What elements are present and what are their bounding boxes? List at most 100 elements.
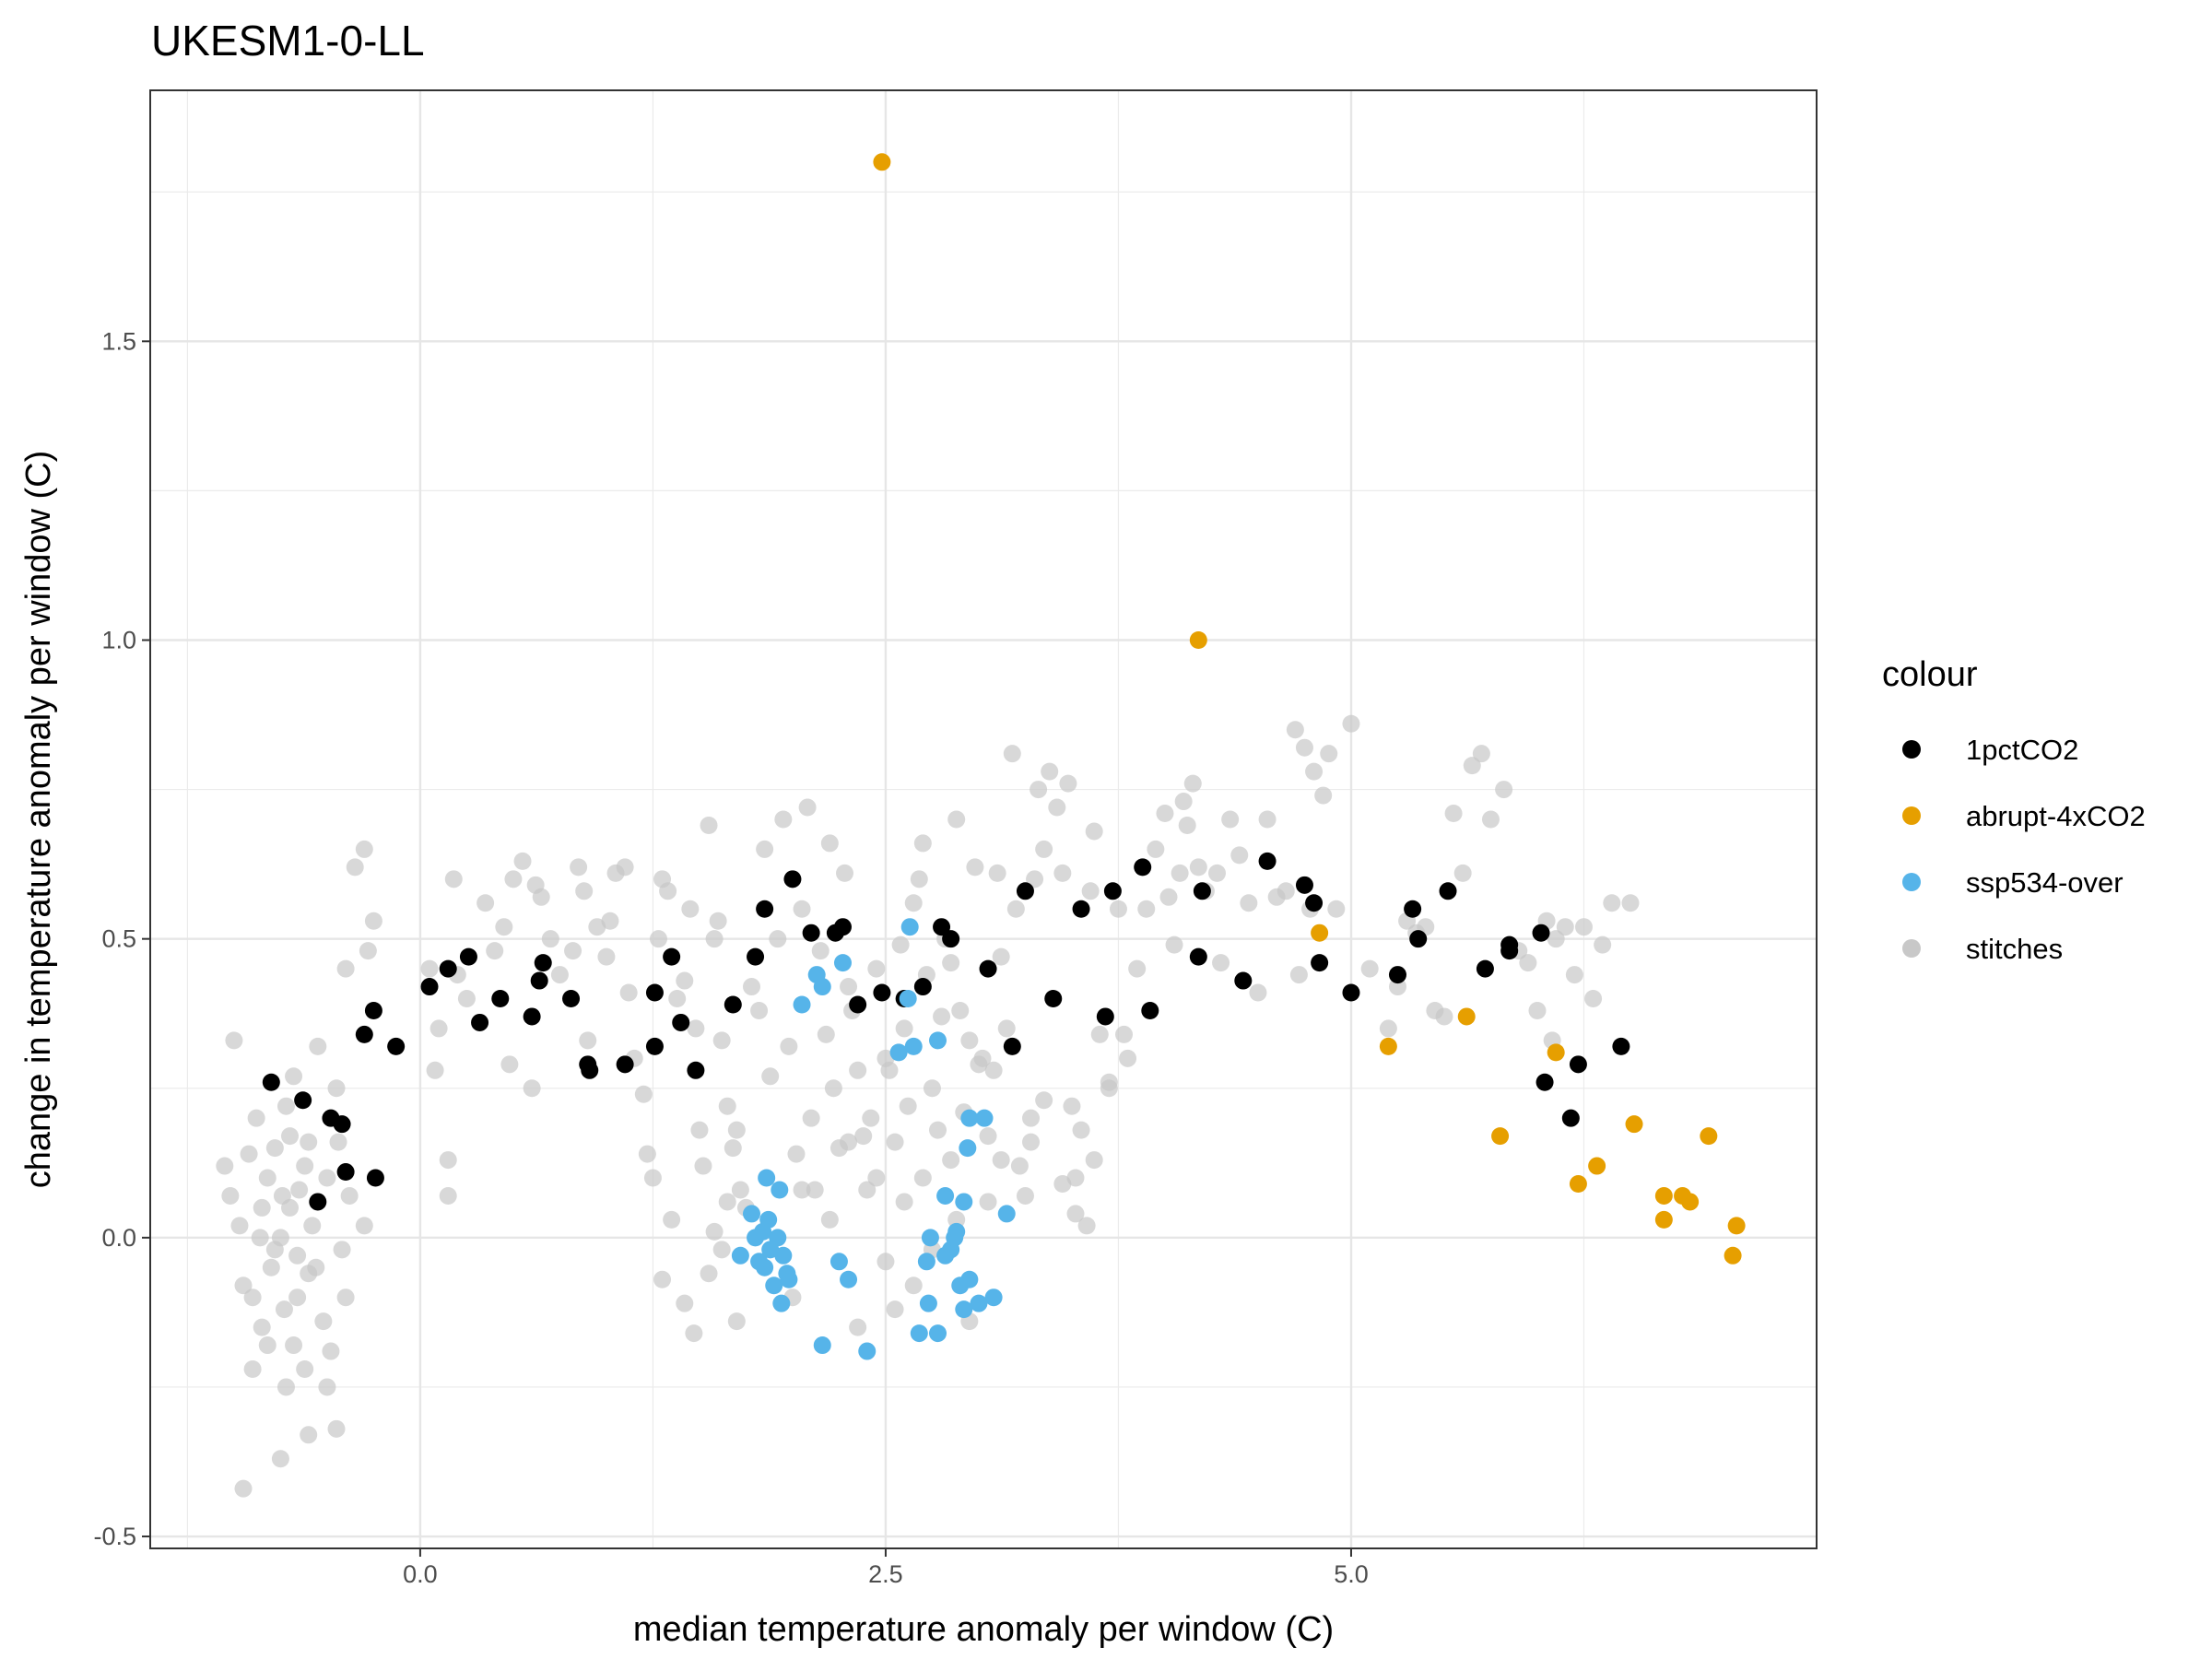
axis-ticks: 0.0 2.5 5.0 -0.5 0.0 0.5 1.0 1.5 [93, 327, 1368, 1588]
point-stitches [727, 1312, 746, 1331]
point-ssp534-over [769, 1229, 787, 1247]
point-stitches [750, 1001, 769, 1019]
point-stitches [709, 912, 727, 930]
point-stitches [1565, 966, 1583, 984]
point-ssp534-over [910, 1324, 928, 1343]
point-stitches [858, 1181, 877, 1199]
point-stitches [1030, 781, 1048, 799]
point-1pctCO2 [1234, 971, 1253, 990]
point-stitches [290, 1181, 309, 1199]
point-stitches [836, 864, 854, 882]
point-1pctCO2 [1404, 900, 1422, 918]
point-stitches [1444, 805, 1463, 823]
point-stitches [523, 1079, 541, 1098]
point-stitches [1547, 930, 1565, 948]
point-stitches [891, 935, 910, 954]
y-tick-label: 0.5 [101, 925, 136, 953]
point-1pctCO2 [1189, 947, 1207, 966]
point-stitches [429, 1019, 448, 1038]
point-stitches [913, 1169, 932, 1187]
point-stitches [221, 1186, 240, 1205]
point-stitches [780, 1037, 798, 1055]
point-stitches [802, 1109, 820, 1127]
point-stitches [1053, 1175, 1072, 1193]
point-stitches [705, 1222, 724, 1241]
point-stitches [601, 912, 619, 930]
point-abrupt-4xCO2 [1457, 1007, 1476, 1026]
point-1pctCO2 [336, 1163, 355, 1182]
point-1pctCO2 [616, 1055, 634, 1074]
point-stitches [276, 1097, 295, 1115]
point-stitches [1481, 810, 1500, 829]
point-stitches [817, 1025, 835, 1043]
point-stitches [359, 942, 377, 960]
point-stitches [439, 1186, 457, 1205]
point-stitches [1156, 805, 1174, 823]
point-stitches [564, 942, 582, 960]
point-stitches [333, 1241, 351, 1259]
point-stitches [951, 1001, 970, 1019]
point-stitches [550, 966, 569, 984]
point-ssp534-over [771, 1181, 789, 1199]
legend-key [1902, 873, 1921, 891]
point-stitches [966, 858, 984, 877]
point-1pctCO2 [1096, 1007, 1114, 1026]
point-ssp534-over [921, 1229, 939, 1247]
point-stitches [1230, 846, 1249, 865]
point-stitches [700, 1265, 718, 1283]
point-stitches [1006, 900, 1025, 918]
point-stitches [979, 1193, 997, 1211]
point-stitches [364, 912, 382, 930]
point-stitches [251, 1229, 269, 1247]
point-ssp534-over [793, 995, 811, 1014]
point-ssp534-over [975, 1109, 994, 1127]
y-tick-label: 1.5 [101, 327, 136, 355]
point-stitches [895, 1019, 913, 1038]
point-1pctCO2 [1388, 966, 1406, 984]
point-stitches [638, 1145, 656, 1163]
point-ssp534-over [840, 1270, 858, 1288]
point-stitches [1035, 1091, 1053, 1110]
point-stitches [1258, 810, 1277, 829]
point-stitches [880, 1061, 899, 1079]
point-stitches [1022, 1133, 1041, 1151]
point-1pctCO2 [387, 1037, 406, 1055]
point-abrupt-4xCO2 [1727, 1217, 1746, 1235]
point-stitches [793, 900, 811, 918]
legend-label: stitches [1966, 933, 2063, 965]
point-1pctCO2 [1258, 852, 1277, 870]
point-1pctCO2 [1295, 876, 1313, 894]
point-ssp534-over [765, 1277, 783, 1295]
point-stitches [1010, 1157, 1029, 1175]
point-1pctCO2 [1612, 1037, 1630, 1055]
point-stitches [1212, 954, 1230, 972]
point-abrupt-4xCO2 [1654, 1210, 1673, 1229]
point-stitches [616, 858, 634, 877]
point-stitches [727, 1121, 746, 1139]
legend-key [1902, 939, 1921, 958]
point-ssp534-over [759, 1210, 778, 1229]
point-stitches [327, 1419, 346, 1438]
point-stitches [742, 978, 760, 996]
point-1pctCO2 [1193, 882, 1211, 900]
point-stitches [1305, 762, 1324, 781]
point-ssp534-over [758, 1169, 776, 1187]
point-stitches [262, 1258, 280, 1277]
point-stitches [265, 1241, 284, 1259]
point-stitches [1495, 781, 1513, 799]
point-stitches [886, 1300, 904, 1319]
point-stitches [258, 1336, 276, 1355]
point-stitches [322, 1342, 340, 1360]
point-stitches [1022, 1109, 1041, 1127]
point-1pctCO2 [439, 959, 457, 978]
point-stitches [234, 1479, 253, 1498]
y-tick-label: 1.0 [101, 626, 136, 653]
point-stitches [1286, 721, 1304, 739]
point-stitches [690, 1121, 709, 1139]
point-stitches [1463, 757, 1481, 775]
point-1pctCO2 [1103, 882, 1122, 900]
point-stitches [854, 1127, 873, 1146]
point-stitches [1100, 1079, 1118, 1098]
point-stitches [1295, 738, 1313, 757]
point-stitches [1128, 959, 1147, 978]
